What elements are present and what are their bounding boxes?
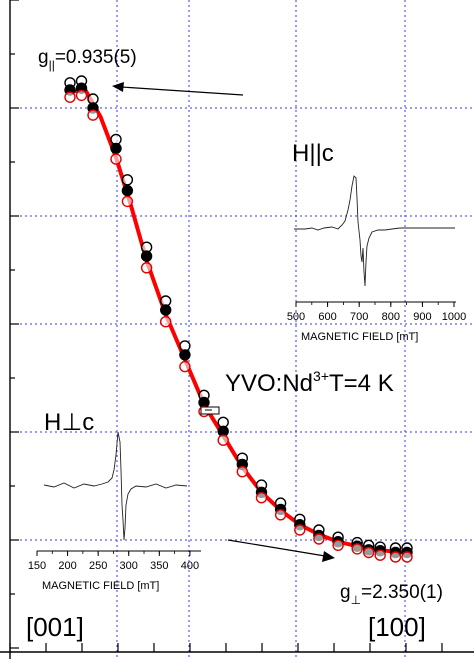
- point-filled-black-circle: [159, 304, 172, 316]
- inset-tick-label: 900: [413, 311, 431, 323]
- inset-hperp-title: H⊥c: [44, 409, 94, 436]
- point-filled-black-circle: [179, 349, 191, 361]
- inset-hperp-spectrum: [43, 431, 188, 541]
- point-filled-black-circle: [110, 142, 122, 155]
- g-parallel-arrowhead: [112, 82, 124, 92]
- point-open-red-circle: [110, 153, 122, 165]
- point-open-red-circle: [313, 533, 325, 545]
- data-points: [64, 75, 413, 563]
- point-open-red-circle: [217, 434, 229, 446]
- point-open-red-circle: [255, 492, 268, 504]
- inset-tick-label: 200: [58, 560, 76, 572]
- direction-100: [100]: [368, 612, 426, 642]
- inset-tick-label: 700: [350, 311, 368, 323]
- point-filled-black-circle: [140, 250, 153, 262]
- point-open-red-circle: [121, 195, 134, 208]
- inset-tick-label: 400: [181, 560, 199, 572]
- g-parallel-arrow: [120, 86, 244, 96]
- g-parallel-label: g||=0.935(5): [38, 47, 137, 72]
- point-open-red-circle: [179, 360, 191, 373]
- inset-tick-label: 800: [382, 311, 400, 323]
- inset-tick-label: 300: [120, 560, 138, 572]
- sample-label: YVO:Nd3+T=4 K: [225, 368, 394, 397]
- g-perp-arrow: [227, 539, 326, 557]
- point-open-red-circle: [140, 262, 153, 274]
- point-open-red-circle: [389, 551, 402, 563]
- inset-hpar-xlabel: MAGNETIC FIELD [mT]: [301, 331, 418, 343]
- point-open-red-circle: [236, 466, 249, 478]
- direction-001: [001]: [26, 612, 84, 642]
- inset-hperp: H⊥c 150 200 250 300 350 400 MAGNETIC FIELD [m…: [28, 409, 201, 592]
- point-open-red-circle: [159, 316, 172, 328]
- g-perp-arrowhead: [322, 551, 335, 562]
- inset-hpar-title: H||c: [292, 140, 334, 167]
- point-open-red-circle: [274, 509, 287, 521]
- inset-tick-label: 500: [287, 311, 305, 323]
- inset-tick-label: 350: [150, 560, 168, 572]
- inset-hperp-xlabel: MAGNETIC FIELD [mT]: [42, 580, 159, 592]
- inset-hpar: H||c 500 600 700 800 900 1000 MAGNETIC FIELD …: [287, 140, 466, 343]
- inset-tick-label: 150: [28, 560, 46, 572]
- point-filled-black-circle: [121, 184, 134, 197]
- point-open-red-circle: [363, 546, 375, 559]
- inset-hperp-ticks: 150 200 250 300 350 400: [28, 551, 199, 572]
- inset-tick-label: 600: [318, 311, 336, 323]
- point-open-red-circle: [87, 109, 99, 121]
- g-perp-label: g⊥=2.350(1): [340, 582, 443, 607]
- point-open-red-circle: [294, 524, 306, 536]
- inset-hpar-ticks: 500 600 700 800 900 1000: [287, 302, 466, 323]
- gridlines: [9, 0, 474, 659]
- point-open-red-circle: [374, 549, 386, 561]
- inset-hpar-spectrum: [294, 175, 455, 287]
- point-open-red-circle: [75, 89, 88, 102]
- point-open-black-circle: [121, 174, 134, 186]
- point-open-red-circle: [351, 543, 363, 555]
- inset-tick-label: 1000: [442, 311, 466, 323]
- point-open-red-circle: [401, 551, 413, 563]
- point-open-red-circle: [332, 539, 344, 551]
- inset-tick-label: 250: [89, 560, 107, 572]
- point-open-red-circle: [64, 91, 76, 103]
